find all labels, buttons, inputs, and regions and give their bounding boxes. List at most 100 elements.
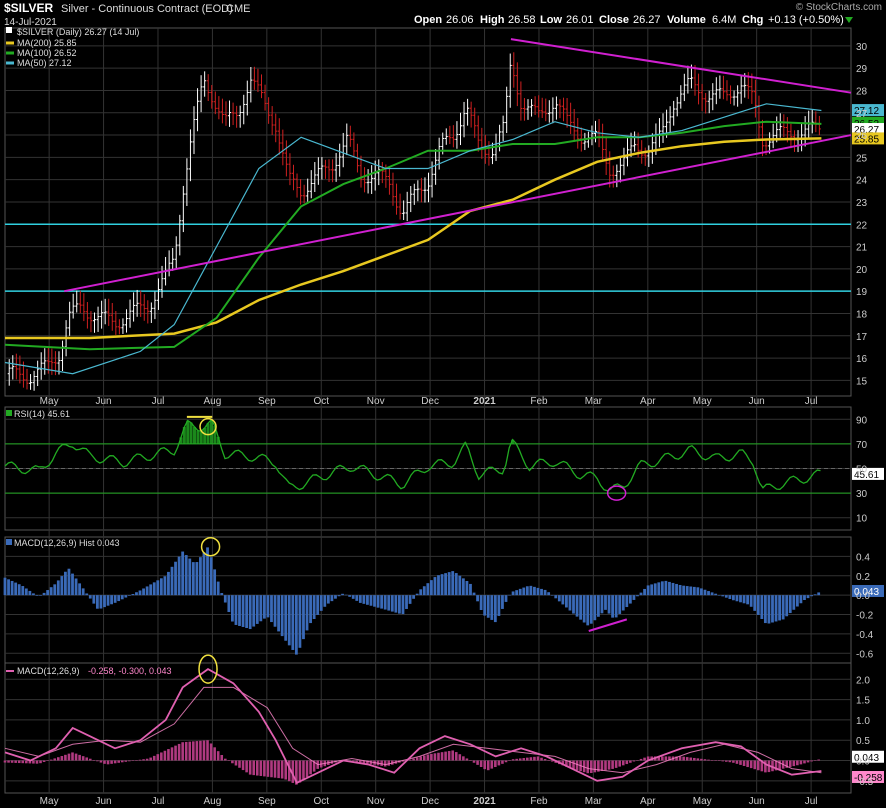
histogram-bar: [216, 581, 220, 596]
macd-histogram-bar: [700, 758, 703, 761]
histogram-bar: [266, 595, 270, 618]
hist-y-tick-label: -0.6: [856, 649, 874, 660]
hist-value-tag-bg: [852, 584, 884, 597]
macd-histogram-bar: [454, 752, 458, 761]
macd-histogram-bar: [156, 754, 160, 761]
macd-y-tick-label: 0.0: [856, 757, 870, 768]
macd-histogram-bar: [21, 760, 25, 764]
macd-histogram-bar: [145, 758, 149, 761]
histogram-bar: [32, 593, 35, 596]
macd-histogram-bar: [273, 760, 277, 778]
hist-y-tick-label: -0.2: [856, 611, 874, 622]
histogram-bar: [39, 595, 42, 596]
histogram-bar: [106, 595, 110, 606]
histogram-bar: [408, 595, 412, 604]
histogram-bar: [348, 595, 352, 597]
histogram-bar: [298, 595, 302, 648]
histogram-bar: [412, 595, 416, 599]
macd-histogram-bar: [266, 760, 270, 777]
histogram-bar: [735, 595, 739, 602]
histogram-bar: [675, 583, 678, 596]
macd-histogram-bar: [49, 759, 53, 761]
hist-annotation-circle: [200, 536, 221, 557]
histogram-bar: [117, 595, 121, 602]
histogram-bar: [636, 595, 639, 597]
macd-histogram-bar: [234, 760, 238, 766]
price-y-tick-label: 21: [856, 243, 868, 254]
histogram-bar: [248, 595, 252, 630]
histogram-bar: [618, 595, 622, 614]
x-tick-label-top: Dec: [421, 396, 439, 407]
histogram-bar: [554, 595, 558, 599]
macd-histogram-bar: [199, 740, 202, 761]
macd-histogram-bar: [437, 752, 440, 761]
macd-histogram-bar: [739, 760, 742, 765]
x-tick-label-top: Oct: [313, 396, 329, 407]
histogram-bar: [199, 557, 202, 596]
macd-histogram-bar: [71, 752, 74, 761]
macd-histogram-bar: [152, 755, 156, 761]
macd-histogram-bar: [177, 743, 181, 761]
histogram-bar: [458, 575, 462, 596]
macd-histogram-bar: [550, 760, 554, 762]
histogram-bar: [316, 595, 320, 615]
macd-annotation-circle: [198, 654, 218, 684]
macd-histogram-bar: [433, 753, 437, 761]
macd-histogram-bar: [3, 760, 7, 763]
macd-histogram-bar: [732, 760, 735, 763]
price-value-tag: 27.12: [854, 106, 879, 117]
x-tick-label-bottom: Mar: [585, 796, 603, 807]
histogram-bar: [540, 588, 543, 596]
histogram-bar: [60, 576, 64, 596]
histogram-bar: [586, 595, 590, 626]
histogram-bar: [142, 588, 145, 596]
macd-histogram-bar: [796, 760, 799, 766]
open-value: 26.06: [446, 14, 474, 26]
ma100-legend-label: MA(100) 26.52: [17, 48, 77, 58]
macd-histogram-bar: [749, 760, 753, 769]
macd-value-tag-hist-bg: [852, 750, 884, 763]
macd-histogram-bar: [426, 754, 430, 761]
histogram-bar: [700, 588, 703, 596]
x-tick-label-top: Jul: [805, 396, 818, 407]
price-y-tick-label: 24: [856, 176, 868, 187]
histogram-bar: [742, 595, 746, 604]
macd-histogram-bar: [465, 758, 469, 761]
histogram-bar: [351, 595, 355, 599]
histogram-bar: [245, 595, 249, 629]
macd-histogram-bar: [78, 754, 81, 761]
macd-histogram-bar: [216, 751, 220, 761]
histogram-bar: [394, 595, 398, 613]
macd-y-tick-label: 1.0: [856, 716, 870, 727]
macd-histogram-bar: [490, 760, 494, 769]
histogram-bar: [454, 573, 458, 596]
histogram-bar: [74, 578, 78, 596]
histogram-bar: [525, 586, 529, 596]
histogram-bar: [419, 589, 423, 596]
macd-histogram-bar: [568, 760, 572, 768]
macd-histogram-bar: [533, 756, 536, 761]
x-tick-label-top: Jun: [749, 396, 765, 407]
macd-histogram-bar: [259, 760, 263, 776]
histogram-bar: [405, 595, 408, 609]
macd-histogram-bar: [124, 760, 128, 762]
macd-histogram-bar: [184, 741, 188, 761]
histogram-bar: [707, 591, 710, 596]
rsi-annotation-circle-magenta: [606, 485, 627, 501]
histogram-bar: [469, 583, 472, 596]
macd-histogram-bar: [255, 760, 259, 776]
rsi-legend: RSI(14) 45.61: [6, 409, 70, 419]
x-tick-label-bottom: Aug: [204, 796, 222, 807]
histogram-bar: [334, 595, 337, 599]
high-label: High: [480, 14, 505, 26]
macd-histogram-bar: [753, 760, 757, 770]
x-tick-label-bottom: Apr: [640, 796, 656, 807]
histogram-bar: [255, 595, 259, 624]
histogram-bar: [760, 595, 764, 619]
price-y-tick-label: 22: [856, 220, 868, 231]
histogram-bar: [437, 575, 440, 596]
macd-histogram-bar: [575, 760, 579, 771]
macd-histogram-bar: [295, 760, 298, 785]
macd-histogram-bar: [689, 757, 693, 761]
macd-legend: MACD(12,26,9) -0.258, -0.300, 0.043: [6, 666, 172, 676]
